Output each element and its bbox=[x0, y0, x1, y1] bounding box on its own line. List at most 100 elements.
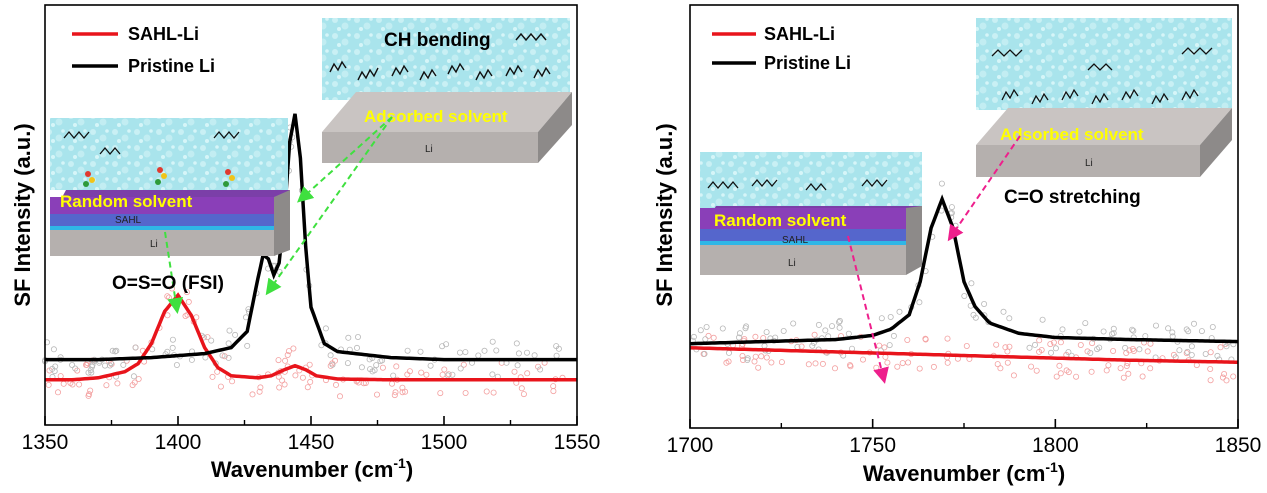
right-data-point bbox=[944, 335, 951, 342]
left-inset-adsorbed-substrate: Li bbox=[425, 144, 433, 155]
left-data-point bbox=[88, 369, 95, 376]
right-data-point bbox=[1230, 373, 1237, 380]
right-data-point bbox=[1120, 374, 1127, 381]
left-x-axis-label: Wavenumber (cm-1) bbox=[211, 455, 413, 482]
left-data-point bbox=[51, 368, 58, 375]
right-data-point bbox=[905, 359, 912, 366]
left-data-point bbox=[120, 361, 127, 368]
left-peak-label: O=S=O (FSI) bbox=[112, 273, 224, 294]
left-x-ticks: 1350 1400 1450 1500 1550 bbox=[22, 416, 601, 454]
left-inset-fsi-molecules bbox=[83, 167, 235, 187]
right-data-point bbox=[887, 313, 894, 320]
right-data-point bbox=[701, 350, 708, 357]
right-data-point bbox=[736, 334, 743, 341]
right-data-point bbox=[994, 361, 1001, 368]
left-data-point bbox=[130, 373, 137, 380]
left-data-point bbox=[188, 356, 195, 363]
right-data-point bbox=[961, 292, 968, 299]
right-data-point bbox=[1087, 349, 1094, 356]
right-data-point bbox=[899, 360, 906, 367]
left-data-point bbox=[392, 389, 399, 396]
right-data-point bbox=[847, 362, 854, 369]
left-data-point bbox=[168, 285, 175, 292]
right-data-point bbox=[832, 365, 839, 372]
left-arrows bbox=[164, 116, 393, 314]
left-data-point bbox=[114, 380, 121, 387]
left-data-point bbox=[202, 354, 209, 361]
right-data-point bbox=[751, 358, 758, 365]
left-data-point bbox=[393, 363, 400, 370]
right-data-point bbox=[744, 355, 751, 362]
right-data-point bbox=[1006, 315, 1013, 322]
left-data-point bbox=[244, 342, 251, 349]
right-data-point bbox=[1129, 345, 1136, 352]
right-data-point bbox=[886, 342, 893, 349]
right-data-point bbox=[811, 331, 818, 338]
right-data-point bbox=[1153, 322, 1160, 329]
right-data-point bbox=[809, 342, 816, 349]
left-x-tick-label: 1400 bbox=[155, 431, 202, 454]
left-data-point bbox=[550, 383, 557, 390]
left-data-point bbox=[462, 389, 469, 396]
left-legend: SAHL-Li Pristine Li bbox=[72, 24, 215, 76]
left-data-point bbox=[373, 362, 380, 369]
right-x-tick-label: 1850 bbox=[1215, 434, 1262, 457]
left-data-point bbox=[456, 349, 463, 356]
left-x-tick-label: 1550 bbox=[554, 431, 601, 454]
right-data-point bbox=[1000, 308, 1007, 315]
left-data-point bbox=[388, 380, 395, 387]
right-x-tick-label: 1800 bbox=[1032, 434, 1079, 457]
right-data-point bbox=[1050, 339, 1057, 346]
right-data-point bbox=[1185, 328, 1192, 335]
left-data-point bbox=[367, 366, 374, 373]
left-data-point bbox=[217, 383, 224, 390]
left-data-point bbox=[185, 298, 192, 305]
left-data-point bbox=[72, 365, 79, 372]
left-data-point bbox=[204, 334, 211, 341]
right-data-point bbox=[703, 323, 710, 330]
right-data-point bbox=[1221, 370, 1228, 377]
right-data-point bbox=[1039, 316, 1046, 323]
left-data-point bbox=[275, 357, 282, 364]
right-data-point bbox=[805, 361, 812, 368]
right-data-point bbox=[849, 345, 856, 352]
right-data-point bbox=[1198, 328, 1205, 335]
right-series-pristine-line bbox=[689, 194, 1239, 346]
left-data-point bbox=[132, 344, 139, 351]
left-data-point bbox=[462, 349, 469, 356]
left-data-point bbox=[219, 352, 226, 359]
right-data-point bbox=[705, 332, 712, 339]
right-peak-label: C=O stretching bbox=[1004, 187, 1141, 208]
left-inset-random-label: Random solvent bbox=[60, 192, 193, 211]
left-data-point bbox=[109, 347, 116, 354]
right-data-point bbox=[1165, 325, 1172, 332]
left-data-point bbox=[345, 334, 352, 341]
right-inset-adsorbed-substrate: Li bbox=[1085, 158, 1093, 169]
left-data-point bbox=[437, 390, 444, 397]
right-inset-random-substrate: Li bbox=[788, 258, 796, 269]
right-data-point bbox=[1183, 350, 1190, 357]
left-data-point bbox=[304, 384, 311, 391]
left-data-point bbox=[555, 345, 562, 352]
left-data-point bbox=[164, 293, 171, 300]
right-series-sahl-line bbox=[689, 346, 1238, 364]
right-data-point bbox=[881, 344, 888, 351]
right-data-point bbox=[1191, 320, 1198, 327]
right-data-point bbox=[1169, 329, 1176, 336]
right-inset-adsorbed-label: Adsorbed solvent bbox=[1000, 125, 1144, 144]
left-data-point bbox=[226, 327, 233, 334]
left-data-point bbox=[439, 343, 446, 350]
right-data-point bbox=[1110, 325, 1117, 332]
left-data-point bbox=[282, 357, 289, 364]
right-data-point bbox=[836, 317, 843, 324]
right-data-point bbox=[1065, 349, 1072, 356]
left-data-point bbox=[83, 361, 90, 368]
right-data-point bbox=[884, 359, 891, 366]
right-inset-random: Random solvent SAHL Li bbox=[700, 152, 922, 275]
right-data-point bbox=[780, 327, 787, 334]
right-data-point bbox=[1065, 369, 1072, 376]
right-data-point bbox=[1105, 362, 1112, 369]
left-data-point bbox=[86, 391, 93, 398]
left-data-point bbox=[173, 361, 180, 368]
